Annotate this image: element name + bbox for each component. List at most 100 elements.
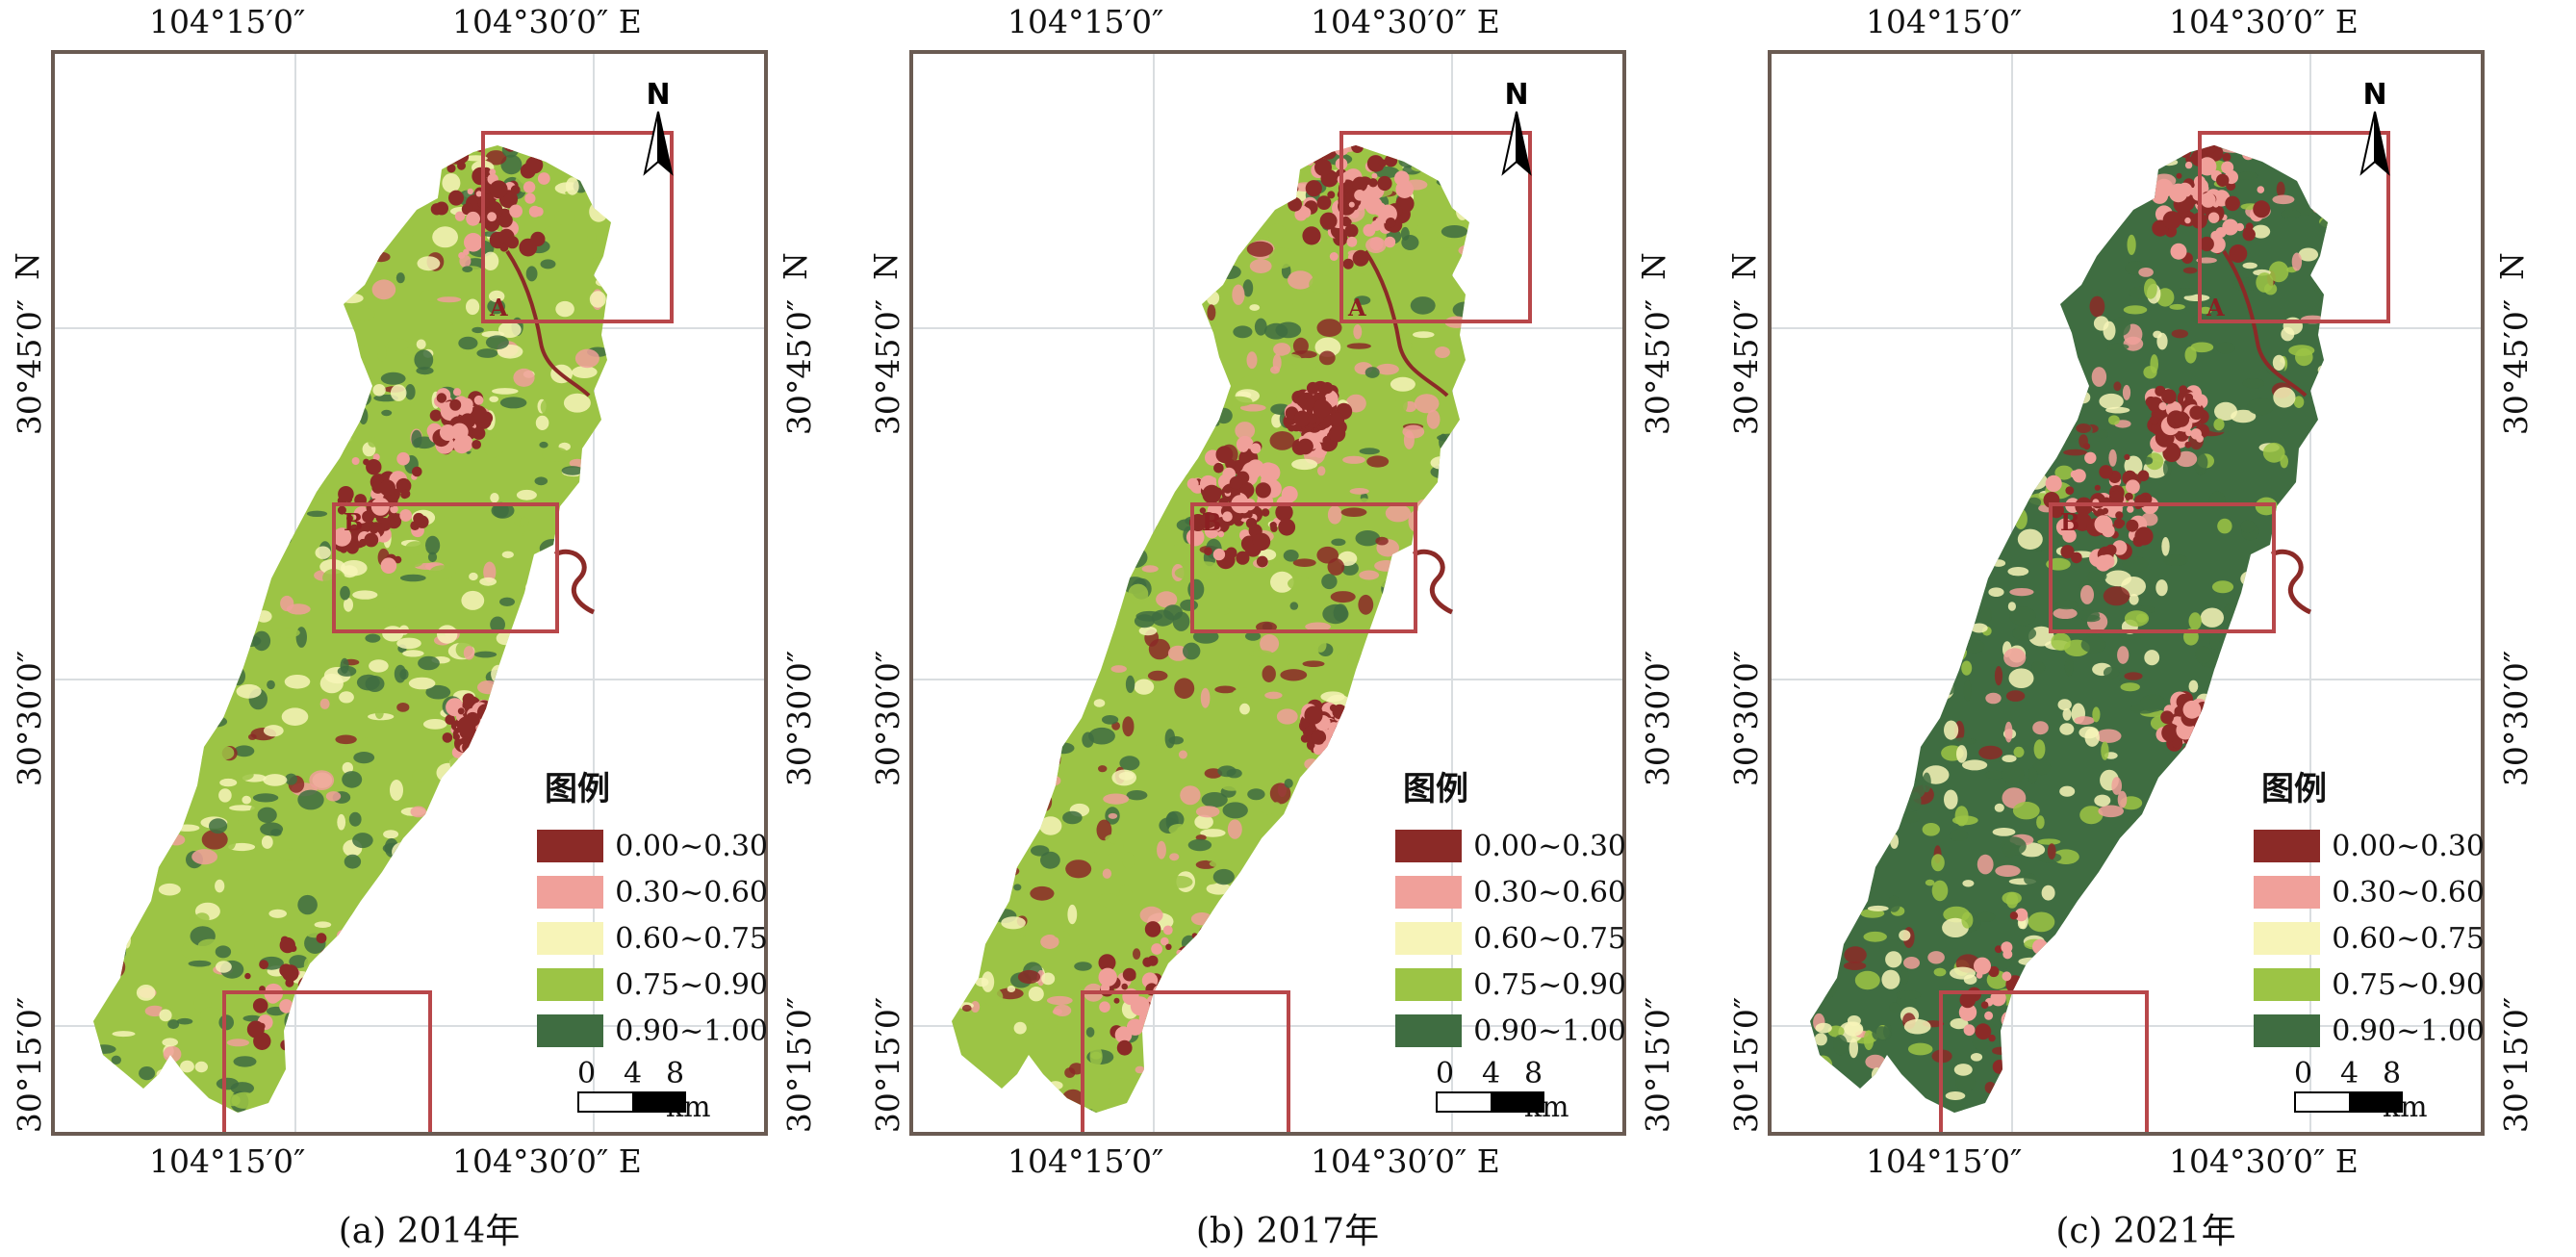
left-lat-label-2: 30°30′0″ bbox=[1727, 650, 1766, 787]
right-lat-label-1: 30°45′0″ bbox=[780, 298, 819, 436]
bottom-lon-label-1: 104°15′0″ bbox=[149, 1142, 306, 1180]
scale-four: 4 bbox=[1482, 1057, 1501, 1090]
legend-item: 0.30~0.60 bbox=[2254, 869, 2485, 915]
legend-swatch bbox=[2254, 1014, 2321, 1047]
legend-item: 0.00~0.30 bbox=[2254, 823, 2485, 869]
legend-swatch bbox=[1395, 1014, 1463, 1047]
svg-text:A: A bbox=[489, 294, 508, 321]
legend-swatch bbox=[537, 1014, 604, 1047]
scale-bar-graphic bbox=[577, 1091, 686, 1113]
legend: 图例 0.00~0.30 0.30~0.60 0.60~0.75 0.75~0.… bbox=[537, 762, 768, 1054]
legend-label: 0.60~0.75 bbox=[615, 921, 768, 956]
svg-text:A: A bbox=[1347, 294, 1366, 321]
right-lat-label-3: 30°15′0″ bbox=[1639, 996, 1677, 1134]
right-lat-label-3: 30°15′0″ bbox=[2497, 996, 2536, 1134]
bottom-lon-label-1: 104°15′0″ bbox=[1866, 1142, 2023, 1180]
map-frame: ABC N bbox=[1768, 50, 2485, 1136]
legend-item: 0.30~0.60 bbox=[537, 869, 768, 915]
bottom-lon-label-2: 104°30′0″ E bbox=[2169, 1142, 2359, 1180]
legend-label: 0.00~0.30 bbox=[2332, 829, 2485, 863]
legend-label: 0.30~0.60 bbox=[615, 875, 768, 910]
vegetation-map: ABC bbox=[913, 54, 1622, 1132]
legend-item: 0.60~0.75 bbox=[537, 915, 768, 962]
legend-label: 0.90~1.00 bbox=[2332, 1013, 2485, 1048]
scale-bar: 0 4 8 km bbox=[1436, 1057, 1569, 1124]
legend-item: 0.00~0.30 bbox=[1395, 823, 1626, 869]
left-lat-n: N bbox=[866, 252, 905, 280]
legend-label: 0.60~0.75 bbox=[1473, 921, 1626, 956]
right-lat-label-2: 30°30′0″ bbox=[780, 650, 819, 787]
top-lon-label-2: 104°30′0″ E bbox=[1311, 3, 1500, 40]
scale-eight: 8 km bbox=[1524, 1057, 1569, 1124]
map-panel-3: 104°15′0″ 104°30′0″ E N 30°45′0″ 30°30′0… bbox=[1717, 0, 2575, 1257]
legend-label: 0.60~0.75 bbox=[2332, 921, 2485, 956]
panel-caption: (c) 2021年 bbox=[2055, 1212, 2236, 1251]
right-lat-n: N bbox=[776, 252, 814, 280]
legend-label: 0.00~0.30 bbox=[615, 829, 768, 863]
bottom-lon-label-1: 104°15′0″ bbox=[1007, 1142, 1164, 1180]
right-lat-label-1: 30°45′0″ bbox=[2497, 298, 2536, 436]
scale-bar-graphic bbox=[2294, 1091, 2403, 1113]
svg-text:B: B bbox=[1202, 508, 1221, 536]
svg-text:N: N bbox=[646, 78, 670, 112]
scale-four: 4 bbox=[2340, 1057, 2359, 1090]
legend-label: 0.30~0.60 bbox=[2332, 875, 2485, 910]
scale-bar-graphic bbox=[1436, 1091, 1544, 1113]
legend-swatch bbox=[1395, 830, 1463, 862]
legend-label: 0.75~0.90 bbox=[2332, 967, 2485, 1002]
scale-eight: 8 km bbox=[666, 1057, 711, 1124]
legend-item: 0.90~1.00 bbox=[537, 1008, 768, 1054]
legend-label: 0.90~1.00 bbox=[615, 1013, 768, 1048]
top-lon-label-2: 104°30′0″ E bbox=[2169, 3, 2359, 40]
left-lat-label-3: 30°15′0″ bbox=[1727, 996, 1766, 1134]
legend-label: 0.00~0.30 bbox=[1473, 829, 1626, 863]
legend-swatch bbox=[2254, 968, 2321, 1001]
scale-bar: 0 4 8 km bbox=[2294, 1057, 2428, 1124]
bottom-lon-label-2: 104°30′0″ E bbox=[452, 1142, 642, 1180]
right-lat-label-1: 30°45′0″ bbox=[1639, 298, 1677, 436]
legend-swatch bbox=[2254, 922, 2321, 955]
map-panel-1: 104°15′0″ 104°30′0″ E N 30°45′0″ 30°30′0… bbox=[0, 0, 858, 1257]
map-frame: ABC N bbox=[51, 50, 768, 1136]
top-lon-label-2: 104°30′0″ E bbox=[452, 3, 642, 40]
legend-title: 图例 bbox=[2261, 770, 2327, 808]
legend-swatch bbox=[2254, 830, 2321, 862]
scale-labels: 0 4 8 km bbox=[577, 1057, 711, 1124]
scale-zero: 0 bbox=[2294, 1057, 2313, 1090]
scale-zero: 0 bbox=[577, 1057, 597, 1090]
scale-bar: 0 4 8 km bbox=[577, 1057, 711, 1124]
legend-swatch bbox=[1395, 876, 1463, 909]
legend-item: 0.60~0.75 bbox=[2254, 915, 2485, 962]
legend-swatch bbox=[537, 922, 604, 955]
legend-swatch bbox=[537, 876, 604, 909]
right-lat-label-2: 30°30′0″ bbox=[2497, 650, 2536, 787]
legend-swatch bbox=[2254, 876, 2321, 909]
panel-caption: (a) 2014年 bbox=[338, 1212, 521, 1251]
left-lat-label-3: 30°15′0″ bbox=[11, 996, 49, 1134]
left-lat-label-2: 30°30′0″ bbox=[869, 650, 907, 787]
scale-zero: 0 bbox=[1436, 1057, 1455, 1090]
legend-item: 0.90~1.00 bbox=[1395, 1008, 1626, 1054]
map-frame: ABC N bbox=[909, 50, 1626, 1136]
svg-text:N: N bbox=[2362, 78, 2386, 112]
right-lat-n: N bbox=[1634, 252, 1672, 280]
legend-item: 0.90~1.00 bbox=[2254, 1008, 2485, 1054]
legend-item: 0.75~0.90 bbox=[1395, 962, 1626, 1008]
legend-item: 0.75~0.90 bbox=[2254, 962, 2485, 1008]
left-lat-n: N bbox=[1724, 252, 1763, 280]
left-lat-label-1: 30°45′0″ bbox=[11, 298, 49, 436]
left-lat-n: N bbox=[8, 252, 46, 280]
left-lat-label-1: 30°45′0″ bbox=[869, 298, 907, 436]
legend-item: 0.60~0.75 bbox=[1395, 915, 1626, 962]
top-lon-label-1: 104°15′0″ bbox=[149, 3, 306, 40]
legend-label: 0.30~0.60 bbox=[1473, 875, 1626, 910]
scale-eight: 8 km bbox=[2383, 1057, 2428, 1124]
legend-label: 0.90~1.00 bbox=[1473, 1013, 1626, 1048]
top-lon-label-1: 104°15′0″ bbox=[1007, 3, 1164, 40]
svg-text:A: A bbox=[2206, 294, 2225, 321]
left-lat-label-2: 30°30′0″ bbox=[11, 650, 49, 787]
svg-text:B: B bbox=[2060, 508, 2079, 536]
panel-caption: (b) 2017年 bbox=[1195, 1212, 1380, 1251]
legend-swatch bbox=[537, 830, 604, 862]
top-lon-label-1: 104°15′0″ bbox=[1866, 3, 2023, 40]
